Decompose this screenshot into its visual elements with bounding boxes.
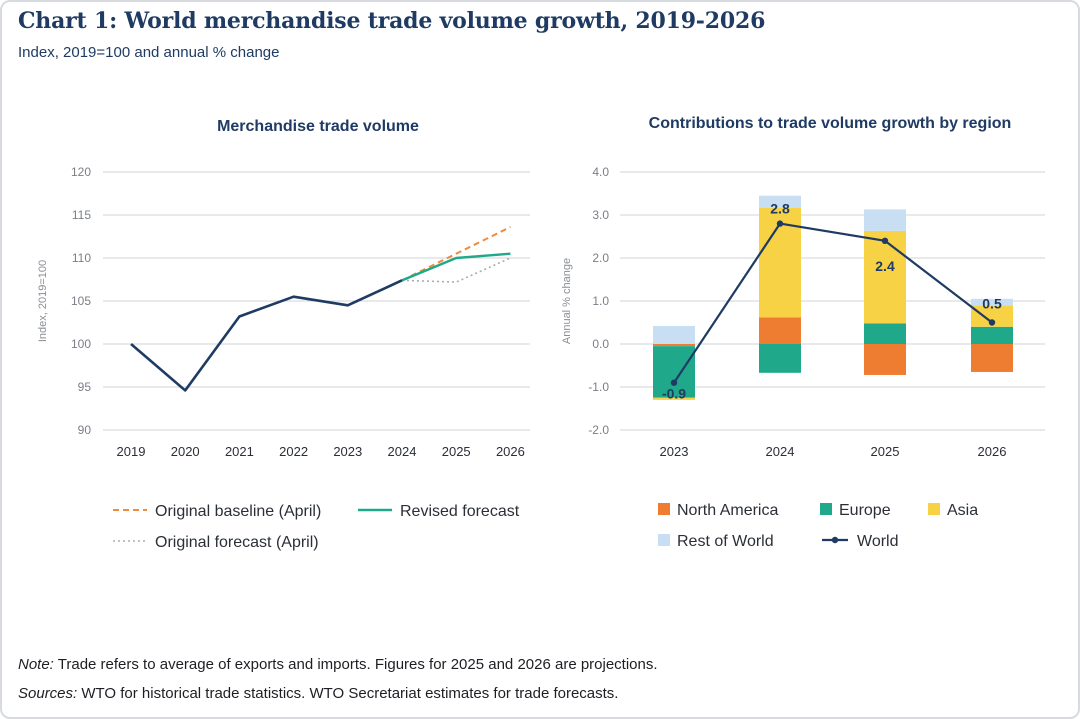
sources-line: Sources: WTO for historical trade statis… <box>18 679 658 708</box>
world-line <box>673 222 993 384</box>
legend-swatch <box>658 534 670 546</box>
x-tick-label: 2024 <box>766 444 795 459</box>
legend-label: Original forecast (April) <box>155 534 319 551</box>
series-line <box>401 252 511 282</box>
sources-label: Sources: <box>18 685 78 702</box>
chart-subtitle: Index, 2019=100 and annual % change <box>18 44 280 61</box>
data-label: 0.5 <box>982 296 1002 312</box>
x-tick-label: 2026 <box>496 444 525 459</box>
y-tick-label: 2.0 <box>592 251 609 265</box>
y-tick-label: 115 <box>72 208 91 222</box>
legend-swatch <box>928 503 940 515</box>
y-axis-label: Index, 2019=100 <box>37 260 49 342</box>
bar-segment <box>653 344 695 347</box>
legend-label: Asia <box>947 502 978 519</box>
y-tick-label: 110 <box>72 251 91 265</box>
y-tick-label: 120 <box>71 165 91 179</box>
y-tick-label: 0.0 <box>592 337 609 351</box>
legend-label: Rest of World <box>677 533 774 550</box>
y-axis-label: Annual % change <box>561 258 573 344</box>
legend-swatch-marker <box>831 536 839 544</box>
y-tick-label: -2.0 <box>588 423 609 437</box>
y-tick-label: 1.0 <box>592 294 609 308</box>
x-tick-label: 2019 <box>117 444 146 459</box>
bar-segment <box>653 325 695 344</box>
left-panel-title: Merchandise trade volume <box>217 118 419 135</box>
bar-segment <box>864 323 906 344</box>
data-label: 2.8 <box>770 201 790 217</box>
world-point <box>881 237 889 244</box>
y-tick-label: -1.0 <box>588 380 609 394</box>
x-tick-label: 2021 <box>225 444 254 459</box>
x-tick-label: 2022 <box>279 444 308 459</box>
right-panel-bar-chart: Contributions to trade volume growth by … <box>561 115 1045 550</box>
bar-segment <box>864 209 906 231</box>
legend-label: North America <box>677 502 778 519</box>
legend-label: Original baseline (April) <box>155 503 321 520</box>
bar-segment <box>971 298 1013 306</box>
note-text: Trade refers to average of exports and i… <box>53 656 658 673</box>
bar-segment <box>759 195 801 208</box>
world-point <box>988 319 996 326</box>
x-tick-label: 2020 <box>171 444 200 459</box>
x-tick-label: 2025 <box>442 444 471 459</box>
x-tick-label: 2025 <box>871 444 900 459</box>
series-line <box>401 257 511 283</box>
bar-segment <box>864 344 906 375</box>
legend-swatch <box>820 503 832 515</box>
chart-title: Chart 1: World merchandise trade volume … <box>18 8 766 34</box>
bar-segment <box>759 317 801 344</box>
legend-label: Revised forecast <box>400 503 520 520</box>
data-label: 2.4 <box>875 258 895 274</box>
x-tick-label: 2024 <box>388 444 417 459</box>
bar-segment <box>971 305 1013 327</box>
bar-segment <box>759 344 801 373</box>
y-tick-label: 3.0 <box>592 208 609 222</box>
world-point <box>776 220 784 227</box>
sources-text: WTO for historical trade statistics. WTO… <box>77 685 619 702</box>
bar-segment <box>653 397 695 400</box>
x-tick-label: 2023 <box>660 444 689 459</box>
left-panel-line-chart: Merchandise trade volume 90 95 100 105 110 115… <box>37 118 530 551</box>
world-point <box>670 379 678 386</box>
footnotes: Note: Trade refers to average of exports… <box>18 650 658 708</box>
bar-segment <box>653 346 695 398</box>
y-tick-label: 90 <box>78 423 92 437</box>
bar-segment <box>971 344 1013 372</box>
series-line <box>130 279 403 392</box>
note-label: Note: <box>18 656 54 673</box>
y-tick-label: 95 <box>78 380 92 394</box>
legend-swatch <box>658 503 670 515</box>
y-tick-label: 4.0 <box>592 165 609 179</box>
data-label: -0.9 <box>662 386 686 402</box>
y-tick-label: 100 <box>71 337 91 351</box>
legend-label: Europe <box>839 502 891 519</box>
series-line <box>401 226 511 282</box>
x-tick-label: 2023 <box>333 444 362 459</box>
x-tick-label: 2026 <box>978 444 1007 459</box>
bar-segment <box>971 326 1013 344</box>
bar-segment <box>864 230 906 324</box>
right-panel-title: Contributions to trade volume growth by … <box>649 115 1012 132</box>
y-tick-label: 105 <box>71 294 91 308</box>
note-line: Note: Trade refers to average of exports… <box>18 650 658 679</box>
legend-label: World <box>857 533 899 550</box>
